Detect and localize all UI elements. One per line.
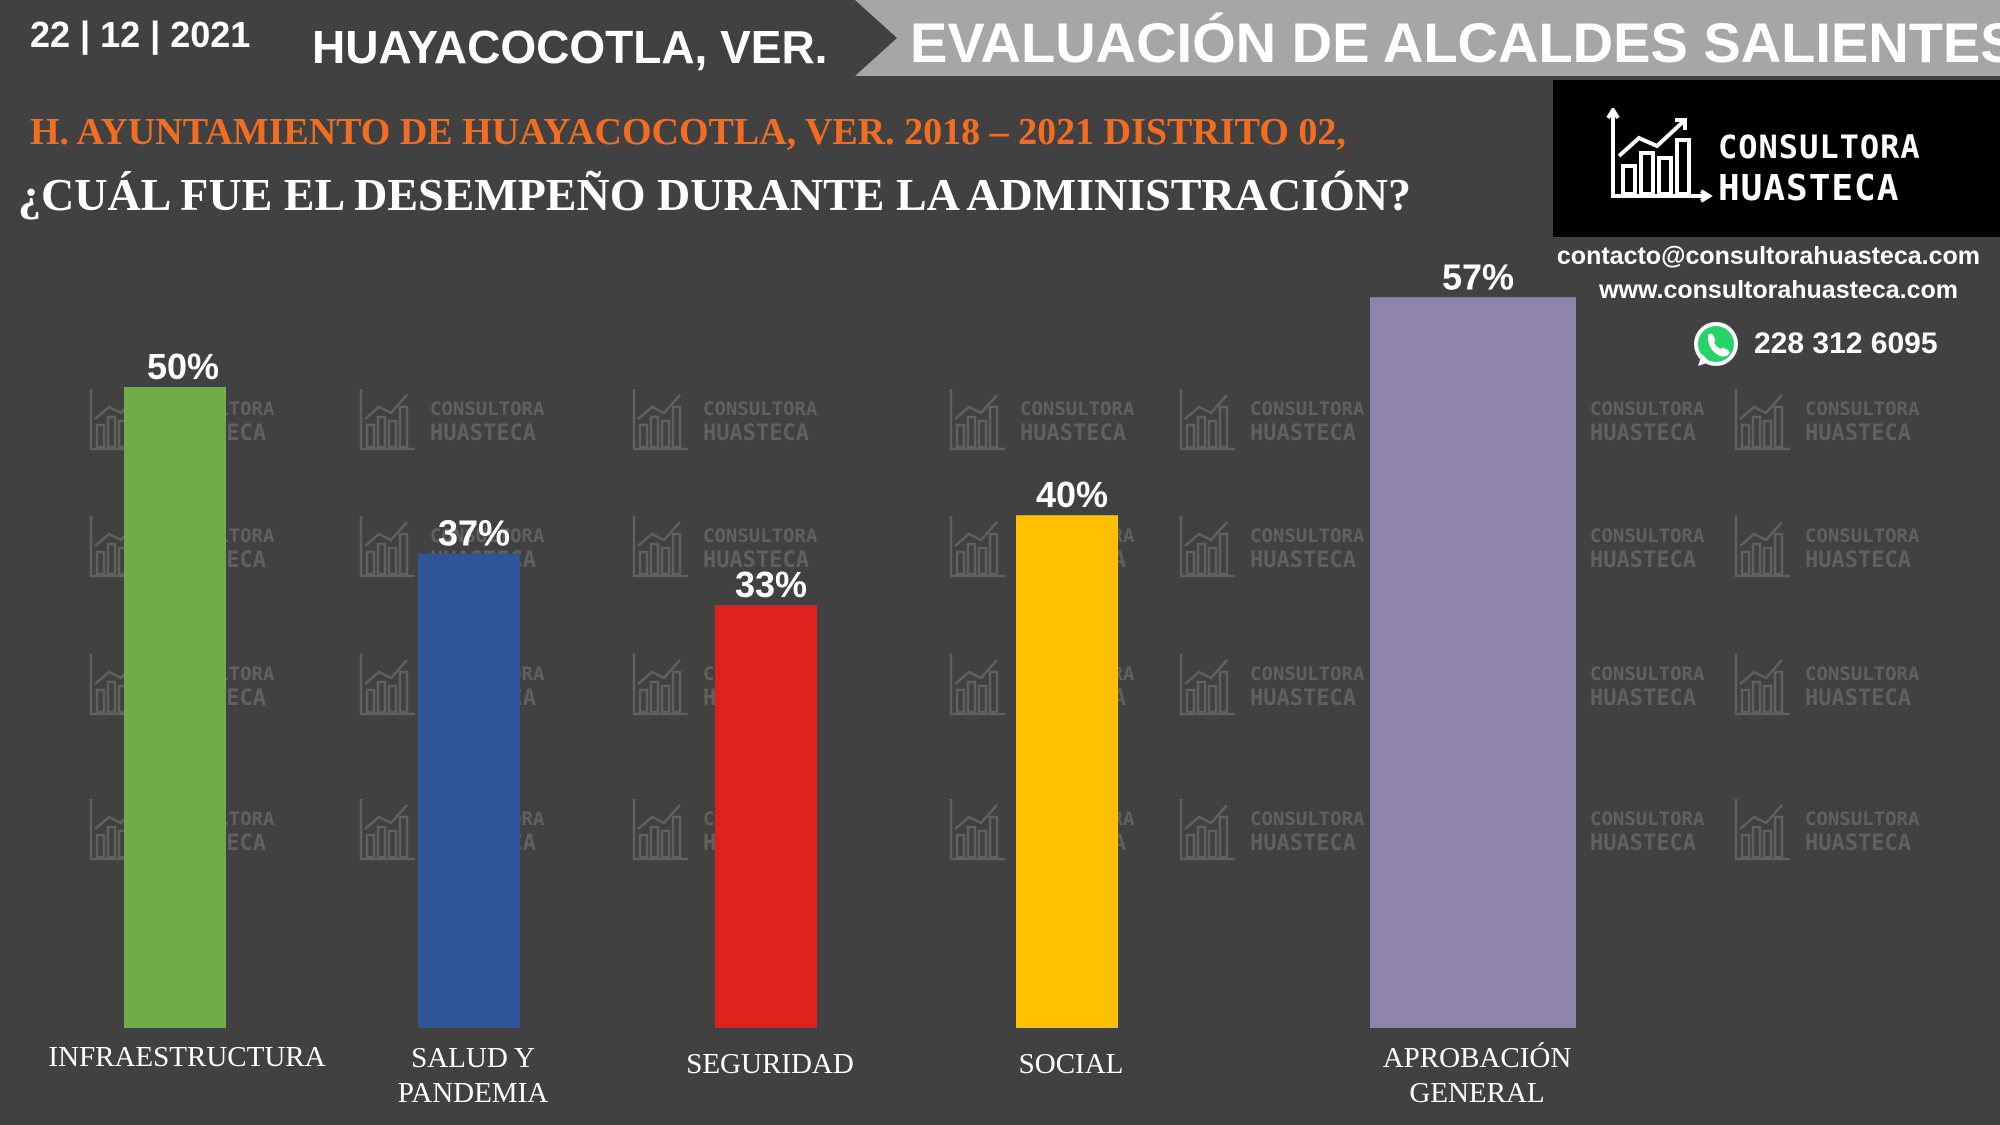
svg-text:HUASTECA: HUASTECA	[1805, 686, 1911, 711]
bar-1	[418, 553, 520, 1028]
svg-text:HUASTECA: HUASTECA	[1590, 548, 1696, 573]
brand-name-line1: CONSULTORA	[1718, 128, 1921, 166]
svg-text:HUASTECA: HUASTECA	[1250, 548, 1356, 573]
svg-text:CONSULTORA: CONSULTORA	[703, 525, 818, 547]
svg-text:HUASTECA: HUASTECA	[1805, 831, 1911, 856]
svg-text:CONSULTORA: CONSULTORA	[1590, 398, 1705, 420]
brand-logo: CONSULTORA HUASTECA	[1553, 80, 2000, 237]
svg-text:HUASTECA: HUASTECA	[1590, 686, 1696, 711]
svg-text:CONSULTORA: CONSULTORA	[1250, 663, 1365, 685]
svg-text:HUASTECA: HUASTECA	[1590, 831, 1696, 856]
svg-text:HUASTECA: HUASTECA	[1805, 548, 1911, 573]
svg-text:CONSULTORA: CONSULTORA	[1805, 808, 1920, 830]
chart-question: ¿CUÁL FUE EL DESEMPEÑO DURANTE LA ADMINI…	[18, 169, 1411, 220]
svg-text:HUASTECA: HUASTECA	[1805, 421, 1911, 446]
category-label: SOCIAL	[1019, 1048, 1124, 1080]
category-label: SALUD Y PANDEMIA	[398, 1042, 548, 1109]
contact-phone: 228 312 6095	[1754, 327, 1938, 360]
bar-value-label: 33%	[735, 564, 807, 605]
bar-value-label: 57%	[1442, 256, 1514, 297]
banner-title: EVALUACIÓN DE ALCALDES SALIENTES	[910, 11, 2000, 74]
chart-subtitle: H. AYUNTAMIENTO DE HUAYACOCOTLA, VER. 20…	[30, 111, 1346, 153]
contact-website[interactable]: www.consultorahuasteca.com	[1599, 276, 1958, 304]
svg-text:CONSULTORA: CONSULTORA	[1805, 663, 1920, 685]
bar-value-label: 50%	[147, 346, 219, 387]
svg-text:HUASTECA: HUASTECA	[1250, 686, 1356, 711]
brand-name-line2: HUASTECA	[1718, 168, 1900, 209]
bar-value-label: 40%	[1036, 474, 1108, 515]
svg-text:CONSULTORA: CONSULTORA	[703, 398, 818, 420]
contact-phone-row[interactable]: 228 312 6095	[1690, 318, 1938, 370]
svg-text:CONSULTORA: CONSULTORA	[430, 525, 545, 547]
svg-text:HUASTECA: HUASTECA	[703, 421, 809, 446]
svg-text:HUASTECA: HUASTECA	[703, 548, 809, 573]
category-label: INFRAESTRUCTURA	[48, 1041, 325, 1073]
bar-4	[1370, 297, 1576, 1028]
category-label: APROBACIÓN GENERAL	[1383, 1041, 1572, 1109]
svg-text:CONSULTORA: CONSULTORA	[1250, 808, 1365, 830]
svg-text:CONSULTORA: CONSULTORA	[1020, 398, 1135, 420]
svg-text:HUASTECA: HUASTECA	[1590, 421, 1696, 446]
contact-email[interactable]: contacto@consultorahuasteca.com	[1556, 242, 1980, 270]
svg-text:HUASTECA: HUASTECA	[1020, 421, 1126, 446]
date-label: 22 | 12 | 2021	[30, 14, 251, 55]
svg-text:HUASTECA: HUASTECA	[1250, 421, 1356, 446]
svg-text:HUASTECA: HUASTECA	[1250, 831, 1356, 856]
bar-3	[1016, 515, 1118, 1028]
bar-2	[715, 604, 817, 1028]
svg-text:CONSULTORA: CONSULTORA	[1250, 525, 1365, 547]
svg-text:CONSULTORA: CONSULTORA	[1805, 525, 1920, 547]
whatsapp-icon	[1694, 322, 1738, 366]
category-label: SEGURIDAD	[686, 1048, 854, 1080]
city-title: HUAYACOCOTLA, VER.	[312, 21, 828, 73]
svg-text:HUASTECA: HUASTECA	[430, 421, 536, 446]
chart-growth-icon	[1606, 108, 1713, 203]
bar-0	[124, 387, 226, 1028]
svg-text:CONSULTORA: CONSULTORA	[430, 398, 545, 420]
svg-text:CONSULTORA: CONSULTORA	[1250, 398, 1365, 420]
svg-text:CONSULTORA: CONSULTORA	[1805, 398, 1920, 420]
svg-text:CONSULTORA: CONSULTORA	[1590, 808, 1705, 830]
svg-text:CONSULTORA: CONSULTORA	[1590, 663, 1705, 685]
svg-text:CONSULTORA: CONSULTORA	[1590, 525, 1705, 547]
bar-value-label: 37%	[438, 513, 510, 554]
title-banner	[855, 0, 2000, 76]
